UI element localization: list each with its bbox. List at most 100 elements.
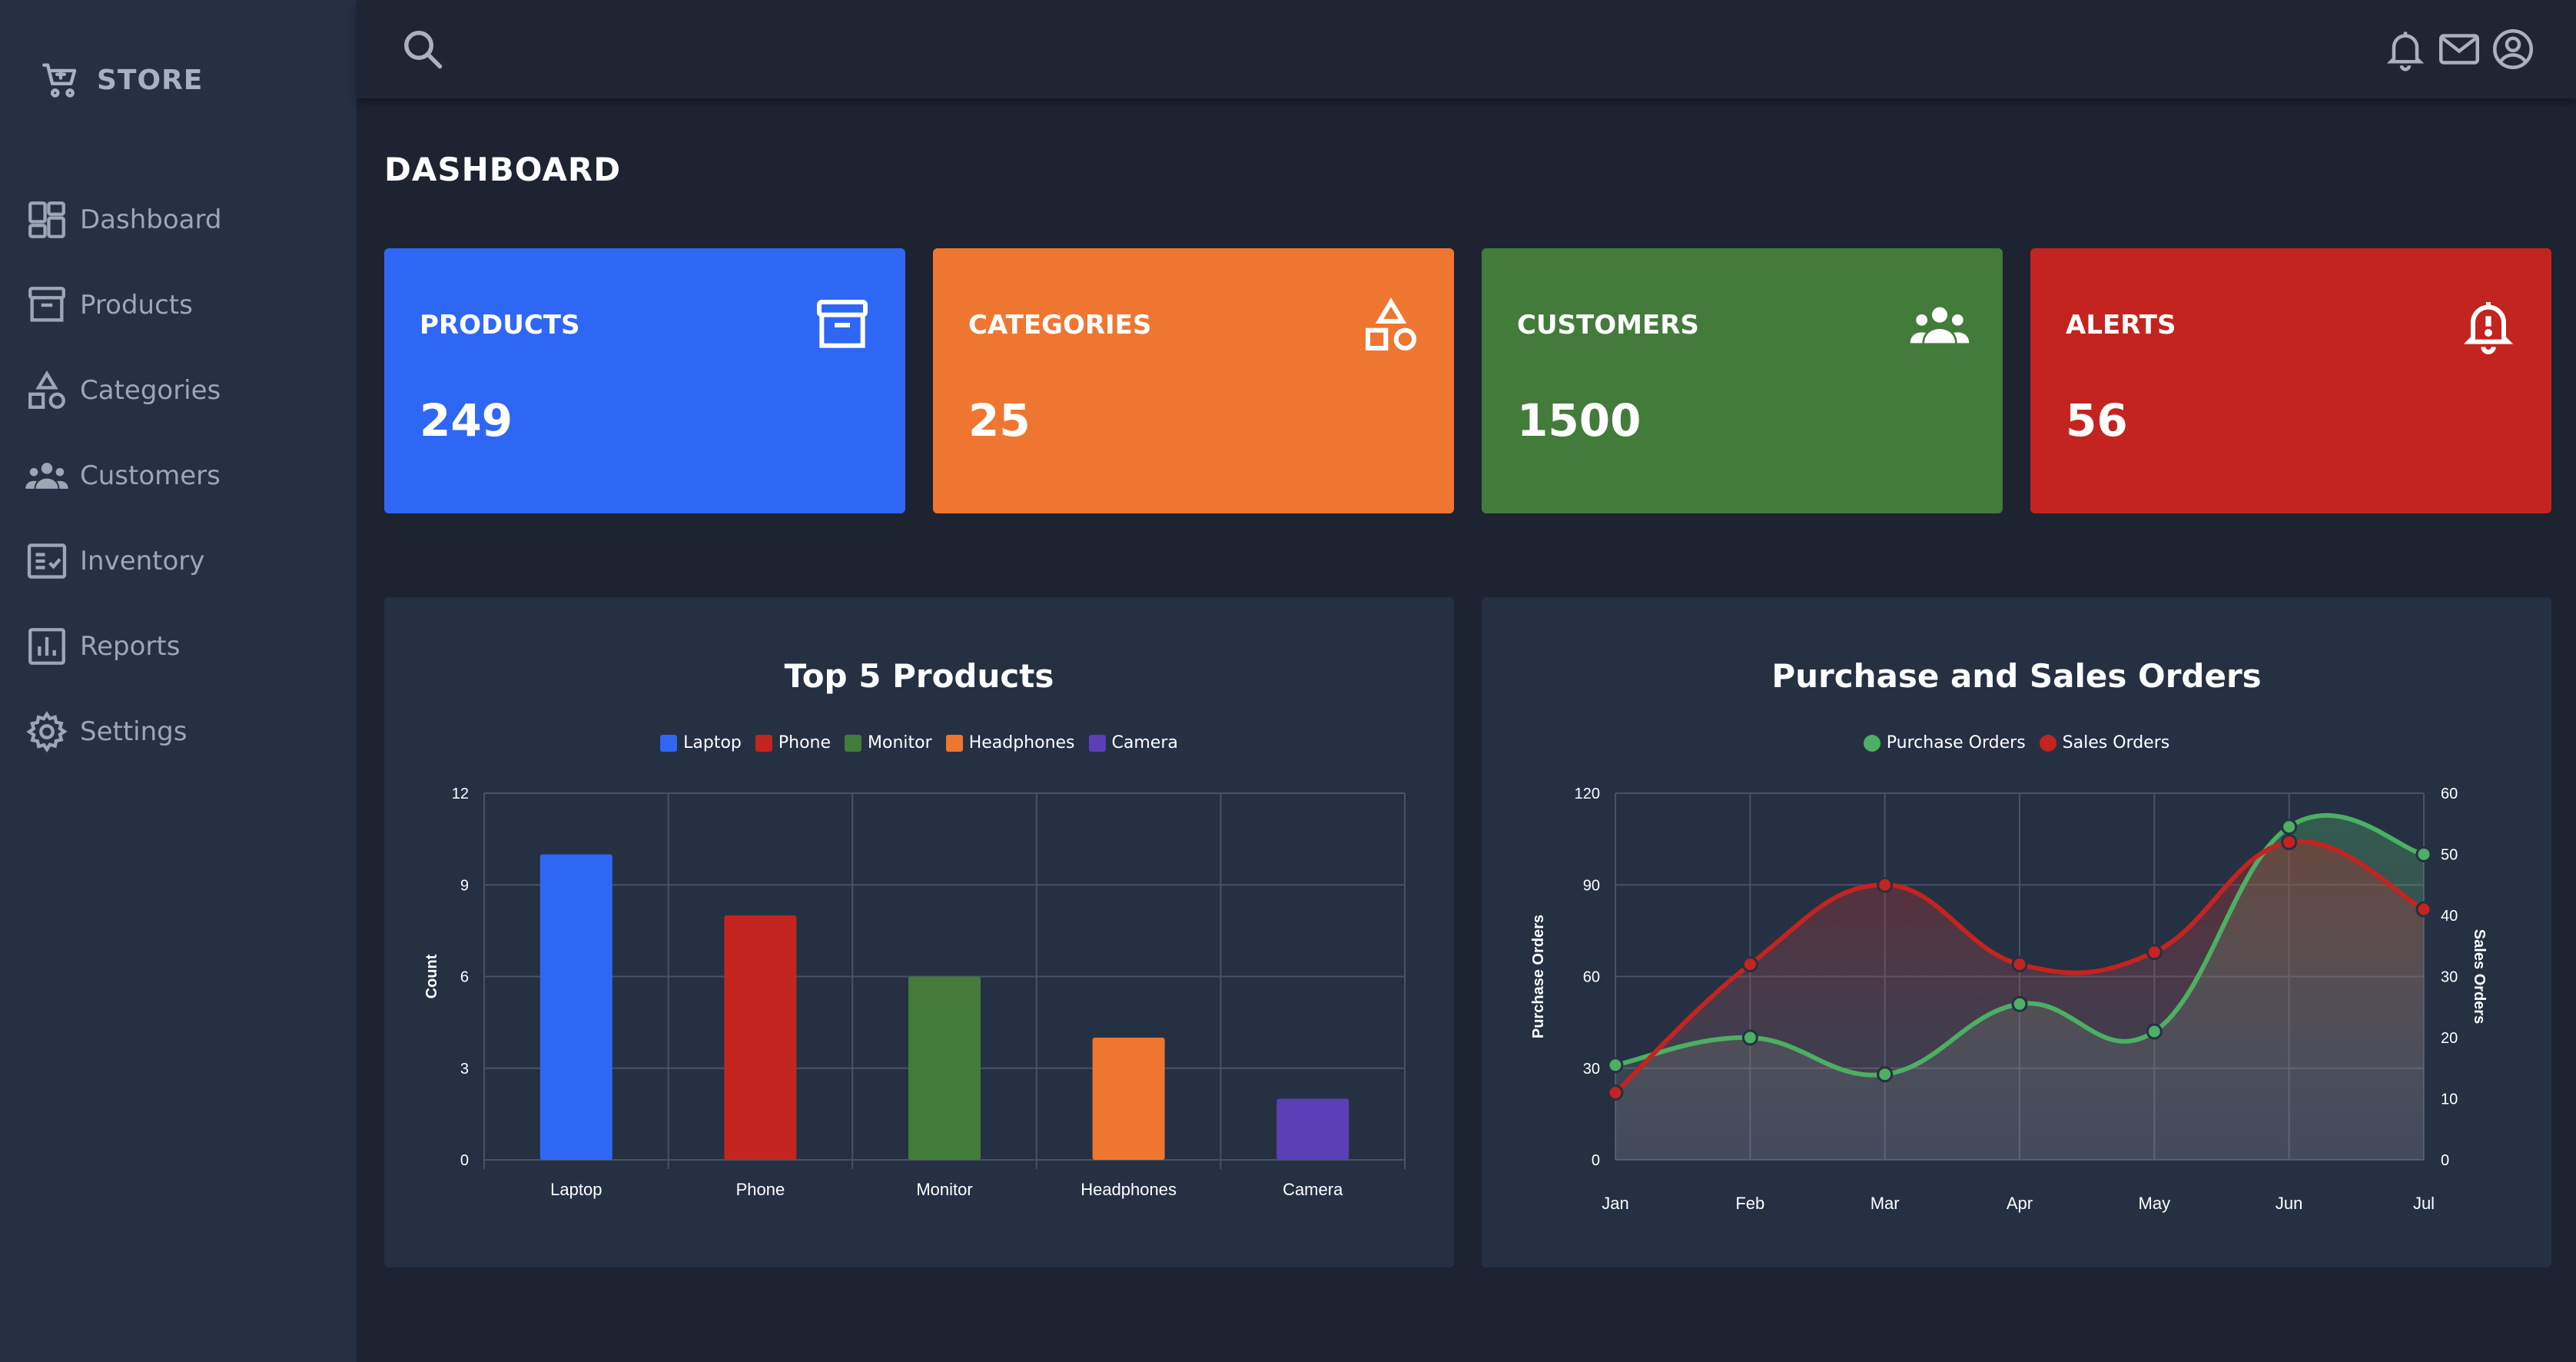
y-tick-label: 3 bbox=[460, 1061, 469, 1078]
card-products[interactable]: PRODUCTS 249 bbox=[384, 248, 905, 513]
sidebar-item-customers[interactable]: Customers bbox=[25, 433, 332, 518]
line-chart: 0 30 60 90 120 0 10 20 30 40 50 60 Jan Feb Mar Apr May Ju… bbox=[1530, 786, 2488, 1213]
people-icon bbox=[25, 462, 68, 489]
top-header bbox=[357, 0, 2576, 98]
legend-item-camera[interactable]: Camera bbox=[1088, 733, 1178, 752]
shapes-icon bbox=[1366, 297, 1416, 350]
x-tick-label: Mar bbox=[1871, 1194, 1900, 1213]
y-tick-label: 9 bbox=[460, 877, 469, 894]
sidebar-item-label: Dashboard bbox=[80, 204, 222, 235]
x-tick-label: Phone bbox=[736, 1180, 785, 1199]
legend-item-monitor[interactable]: Monitor bbox=[845, 733, 932, 752]
y-right-tick-label: 0 bbox=[2441, 1152, 2449, 1169]
sidebar-item-label: Settings bbox=[80, 716, 188, 747]
sidebar-item-inventory[interactable]: Inventory bbox=[25, 518, 332, 603]
x-tick-label: Feb bbox=[1735, 1194, 1764, 1213]
account-icon[interactable] bbox=[2490, 26, 2536, 72]
sidebar-item-reports[interactable]: Reports bbox=[25, 603, 332, 689]
top-products-panel: Top 5 Products Laptop Phone Monitor Head… bbox=[384, 597, 1454, 1267]
point-sales-orders bbox=[1607, 1085, 1624, 1101]
y-right-axis-label: Sales Orders bbox=[2471, 929, 2488, 1024]
y-left-axis-label: Purchase Orders bbox=[1530, 915, 1547, 1038]
search-icon[interactable] bbox=[400, 26, 446, 72]
y-tick-label: 12 bbox=[452, 786, 469, 802]
bar-chart-icon bbox=[28, 627, 65, 665]
chart-title: Purchase and Sales Orders bbox=[1771, 657, 2262, 695]
bar-laptop bbox=[539, 854, 612, 1160]
legend-item-laptop[interactable]: Laptop bbox=[660, 733, 742, 752]
x-tick-label: Jan bbox=[1602, 1194, 1628, 1213]
sidebar-item-dashboard[interactable]: Dashboard bbox=[25, 177, 332, 262]
y-left-tick-label: 30 bbox=[1583, 1061, 1600, 1078]
point-purchase-orders bbox=[1741, 1029, 1758, 1046]
legend-item-sales-orders[interactable]: Sales Orders bbox=[2039, 733, 2169, 752]
bar-chart: 0 3 6 9 12 Laptop Phone Monitor Headphones Camera… bbox=[423, 786, 1406, 1199]
sidebar-item-label: Products bbox=[80, 289, 193, 321]
bar-legend: Laptop Phone Monitor Headphones Camera bbox=[384, 733, 1454, 752]
card-value: 25 bbox=[968, 394, 1031, 447]
point-sales-orders bbox=[2011, 956, 2028, 973]
sidebar-item-label: Customers bbox=[80, 460, 221, 491]
sidebar: STORE Dashboard Products Categories Cust… bbox=[0, 0, 357, 1362]
page-title: DASHBOARD bbox=[384, 151, 622, 188]
sidebar-item-categories[interactable]: Categories bbox=[25, 347, 332, 433]
point-purchase-orders bbox=[2146, 1023, 2163, 1040]
card-title: ALERTS bbox=[2066, 310, 2176, 340]
sidebar-item-settings[interactable]: Settings bbox=[25, 689, 332, 774]
chart-title: Top 5 Products bbox=[784, 657, 1054, 695]
card-title: PRODUCTS bbox=[420, 310, 580, 340]
sidebar-item-products[interactable]: Products bbox=[25, 262, 332, 347]
point-sales-orders bbox=[2146, 944, 2163, 961]
card-value: 1500 bbox=[1517, 394, 1642, 447]
bar-phone bbox=[724, 915, 797, 1160]
bar-camera bbox=[1276, 1098, 1349, 1160]
y-right-tick-label: 10 bbox=[2441, 1091, 2458, 1108]
cart-icon bbox=[42, 63, 77, 98]
bar-headphones bbox=[1092, 1038, 1165, 1160]
y-tick-label: 6 bbox=[460, 969, 469, 986]
people-icon bbox=[1910, 307, 1970, 344]
archive-icon bbox=[28, 286, 65, 322]
y-tick-label: 0 bbox=[460, 1152, 469, 1169]
x-tick-label: Camera bbox=[1283, 1180, 1343, 1199]
sidebar-nav: Dashboard Products Categories Customers … bbox=[25, 177, 332, 774]
x-tick-label: Headphones bbox=[1081, 1180, 1177, 1199]
y-axis-label: Count bbox=[423, 954, 440, 998]
legend-item-phone[interactable]: Phone bbox=[755, 733, 831, 752]
card-customers[interactable]: CUSTOMERS 1500 bbox=[1482, 248, 2003, 513]
brand[interactable]: STORE bbox=[38, 55, 203, 105]
y-left-tick-label: 120 bbox=[1575, 786, 1600, 802]
legend-item-headphones[interactable]: Headphones bbox=[945, 733, 1075, 752]
bar-monitor bbox=[908, 976, 981, 1160]
sidebar-item-label: Categories bbox=[80, 374, 221, 406]
card-categories[interactable]: CATEGORIES 25 bbox=[933, 248, 1454, 513]
y-left-tick-label: 0 bbox=[1592, 1152, 1600, 1169]
y-right-tick-label: 60 bbox=[2441, 786, 2458, 802]
card-title: CATEGORIES bbox=[968, 310, 1152, 340]
bell-icon[interactable] bbox=[2382, 26, 2428, 72]
card-alerts[interactable]: ALERTS 56 bbox=[2030, 248, 2551, 513]
checklist-icon bbox=[27, 543, 67, 579]
point-purchase-orders bbox=[2281, 819, 2298, 835]
point-sales-orders bbox=[2281, 834, 2298, 851]
brand-name: STORE bbox=[97, 64, 204, 96]
card-value: 249 bbox=[420, 394, 513, 447]
sidebar-item-label: Inventory bbox=[80, 545, 205, 576]
line-legend: Purchase Orders Sales Orders bbox=[1482, 733, 2551, 752]
y-right-tick-label: 30 bbox=[2441, 969, 2458, 986]
x-tick-label: Jun bbox=[2276, 1194, 2302, 1213]
x-tick-label: May bbox=[2139, 1194, 2171, 1213]
x-tick-label: Jul bbox=[2413, 1194, 2435, 1213]
point-purchase-orders bbox=[1607, 1057, 1624, 1074]
archive-icon bbox=[817, 300, 868, 348]
y-left-tick-label: 60 bbox=[1583, 969, 1600, 986]
x-tick-label: Monitor bbox=[916, 1180, 972, 1199]
point-purchase-orders bbox=[2415, 846, 2432, 862]
x-tick-label: Laptop bbox=[550, 1180, 602, 1199]
point-sales-orders bbox=[1741, 956, 1758, 973]
legend-item-purchase-orders[interactable]: Purchase Orders bbox=[1863, 733, 2026, 752]
bell-alert-icon bbox=[2463, 302, 2514, 354]
y-right-tick-label: 40 bbox=[2441, 908, 2458, 925]
mail-icon[interactable] bbox=[2436, 26, 2482, 72]
dashboard-icon bbox=[28, 201, 65, 238]
